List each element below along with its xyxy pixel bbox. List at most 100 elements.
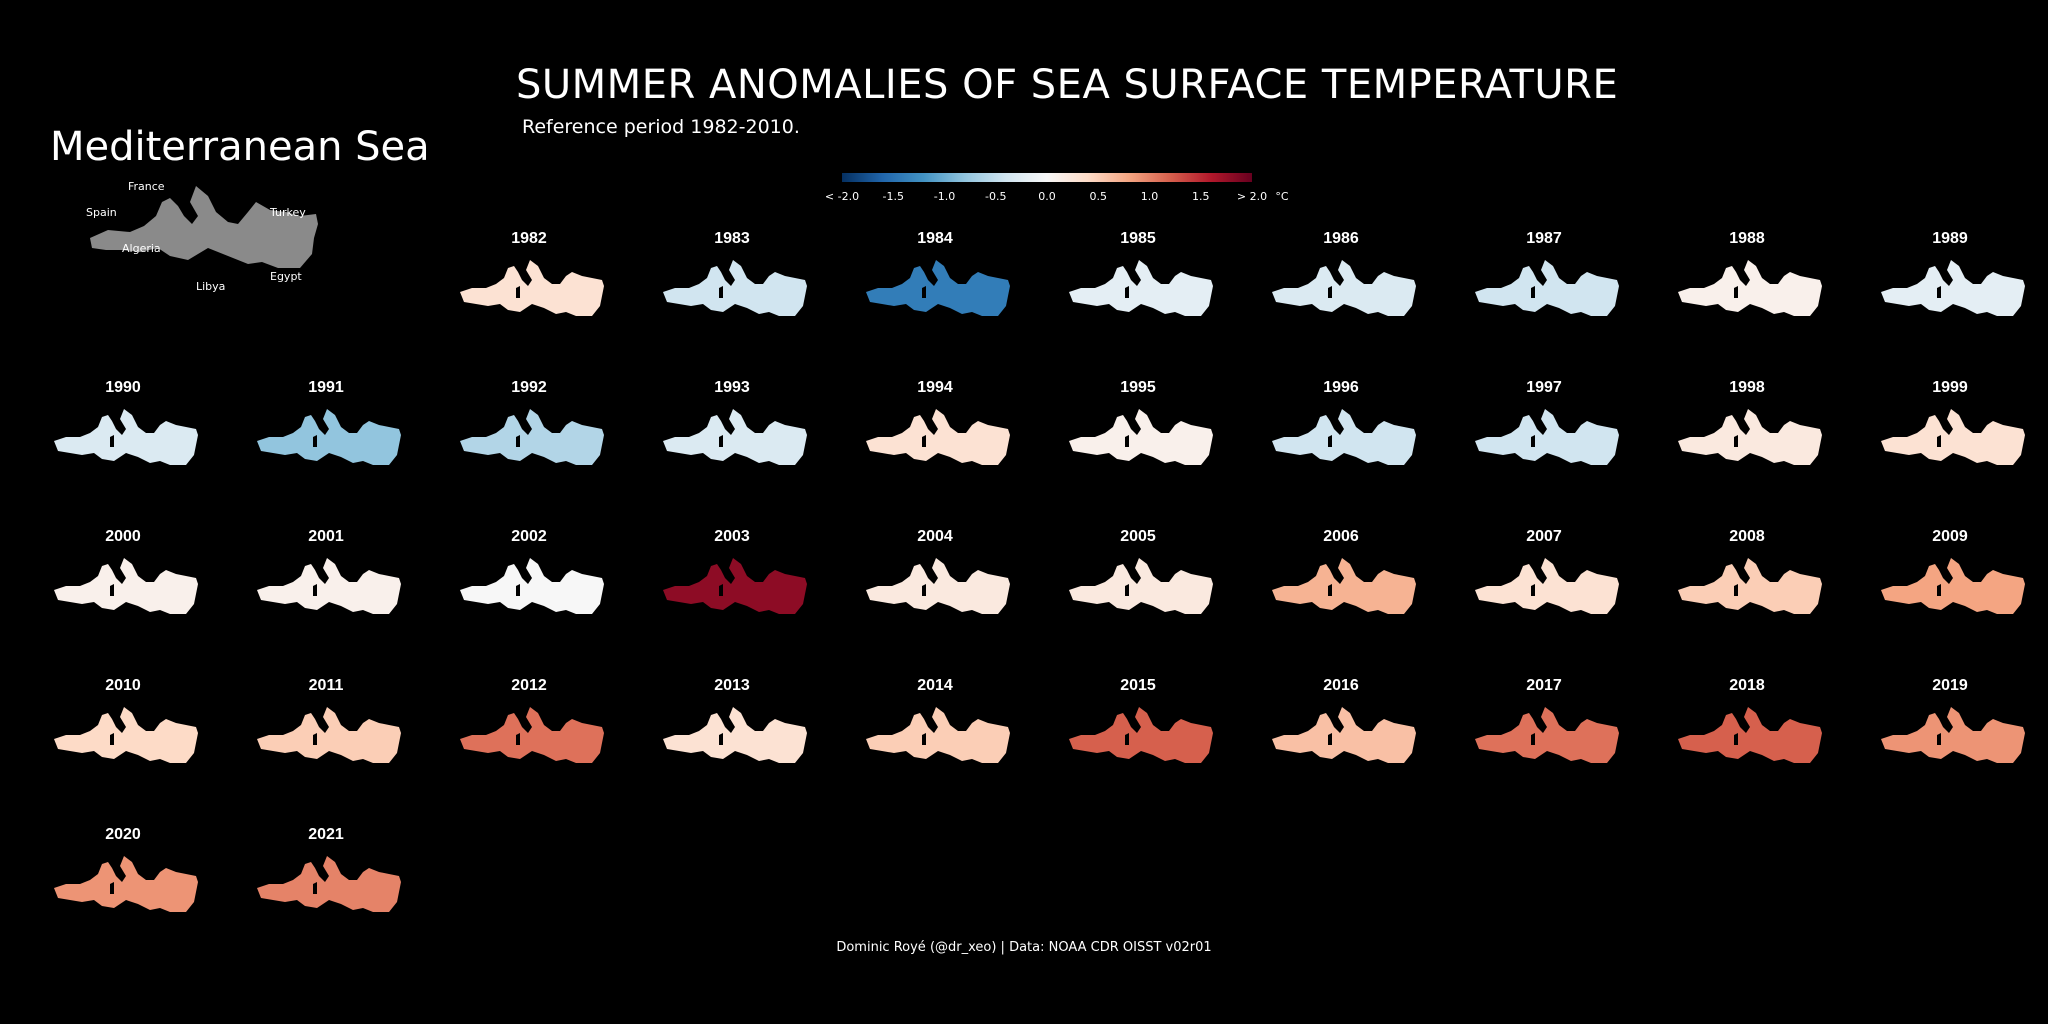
year-label: 1995 [1120,379,1156,396]
anomaly-map [1881,707,2025,763]
anomaly-map [866,707,1010,763]
sea-anomaly-shape [460,260,604,316]
island-shape [1734,584,1738,596]
island-shape [922,435,926,447]
year-panel: 1987 [1459,230,1629,340]
island-shape [1125,435,1129,447]
year-label: 2001 [308,528,344,545]
sea-anomaly-shape [1069,707,1213,763]
sea-anomaly-shape [1475,260,1619,316]
year-label: 2014 [917,677,953,694]
anomaly-map [460,558,604,614]
sea-anomaly-shape [866,260,1010,316]
year-label: 2005 [1120,528,1156,545]
year-panel: 1985 [1053,230,1223,340]
anomaly-map [1069,409,1213,465]
anomaly-map [257,856,401,912]
anomaly-map [1881,260,2025,316]
sea-anomaly-shape [1272,409,1416,465]
island-shape [516,435,520,447]
island-shape [313,882,317,894]
island-shape [719,286,723,298]
sea-anomaly-shape [1069,558,1213,614]
island-shape [1734,286,1738,298]
year-label: 2004 [917,528,953,545]
anomaly-map [54,856,198,912]
year-label: 1996 [1323,379,1359,396]
legend-tick-label: -1.0 [933,190,956,203]
island-shape [313,584,317,596]
sea-anomaly-shape [1678,409,1822,465]
anomaly-map [1678,558,1822,614]
sea-anomaly-shape [663,558,807,614]
year-label: 1984 [917,230,953,247]
label-turkey: Turkey [270,206,306,219]
year-panel: 2004 [850,528,1020,638]
anomaly-map [663,558,807,614]
year-panel: 1997 [1459,379,1629,489]
island-shape [110,882,114,894]
legend-tick-label: 1.0 [1140,190,1159,203]
sea-anomaly-shape [866,558,1010,614]
year-label: 2021 [308,826,344,843]
year-label: 2003 [714,528,750,545]
anomaly-map [54,707,198,763]
sea-anomaly-shape [1475,409,1619,465]
year-label: 2010 [105,677,141,694]
year-label: 2019 [1932,677,1968,694]
year-panel: 2017 [1459,677,1629,787]
legend-tick-label: -0.5 [985,190,1007,203]
year-panel: 1989 [1865,230,2035,340]
locator-map: France Spain Turkey Algeria Libya Egypt [78,172,338,300]
anomaly-map [1475,409,1619,465]
island-shape [110,733,114,745]
anomaly-map [460,409,604,465]
anomaly-map [1475,260,1619,316]
sea-anomaly-shape [1272,707,1416,763]
anomaly-map [1475,558,1619,614]
sea-anomaly-shape [1678,558,1822,614]
anomaly-map [1678,409,1822,465]
anomaly-map [866,558,1010,614]
year-label: 1989 [1932,230,1968,247]
anomaly-map [1475,707,1619,763]
island-shape [1328,435,1332,447]
sea-anomaly-shape [1069,260,1213,316]
sea-anomaly-shape [1678,707,1822,763]
island-shape [1328,584,1332,596]
anomaly-map [663,409,807,465]
year-panel: 2008 [1662,528,1832,638]
island-shape [110,584,114,596]
sea-anomaly-shape [257,409,401,465]
anomaly-map [1069,558,1213,614]
label-egypt: Egypt [270,270,302,283]
year-panel: 2005 [1053,528,1223,638]
anomaly-map [257,409,401,465]
anomaly-map [1678,707,1822,763]
sea-anomaly-shape [1272,558,1416,614]
year-label: 1994 [917,379,953,396]
year-panel: 2002 [444,528,614,638]
year-panel: 2013 [647,677,817,787]
year-panel: 1982 [444,230,614,340]
anomaly-map [54,558,198,614]
year-label: 1990 [105,379,141,396]
year-panel: 1996 [1256,379,1426,489]
mediterranean-locator-shape [90,186,318,268]
year-panel: 1998 [1662,379,1832,489]
sea-anomaly-shape [1272,260,1416,316]
year-panel: 1995 [1053,379,1223,489]
island-shape [1531,435,1535,447]
color-legend: < -2.0 -1.5 -1.0 -0.5 0.0 0.5 1.0 1.5 > 2.0 °C [820,170,1290,210]
year-panel: 2007 [1459,528,1629,638]
year-label: 2012 [511,677,547,694]
label-france: France [128,180,165,193]
island-shape [719,733,723,745]
island-shape [922,733,926,745]
sea-anomaly-shape [257,856,401,912]
year-panel: 1994 [850,379,1020,489]
year-label: 1986 [1323,230,1359,247]
year-label: 1987 [1526,230,1562,247]
legend-tick-label: < -2.0 [824,190,860,203]
island-shape [1125,733,1129,745]
